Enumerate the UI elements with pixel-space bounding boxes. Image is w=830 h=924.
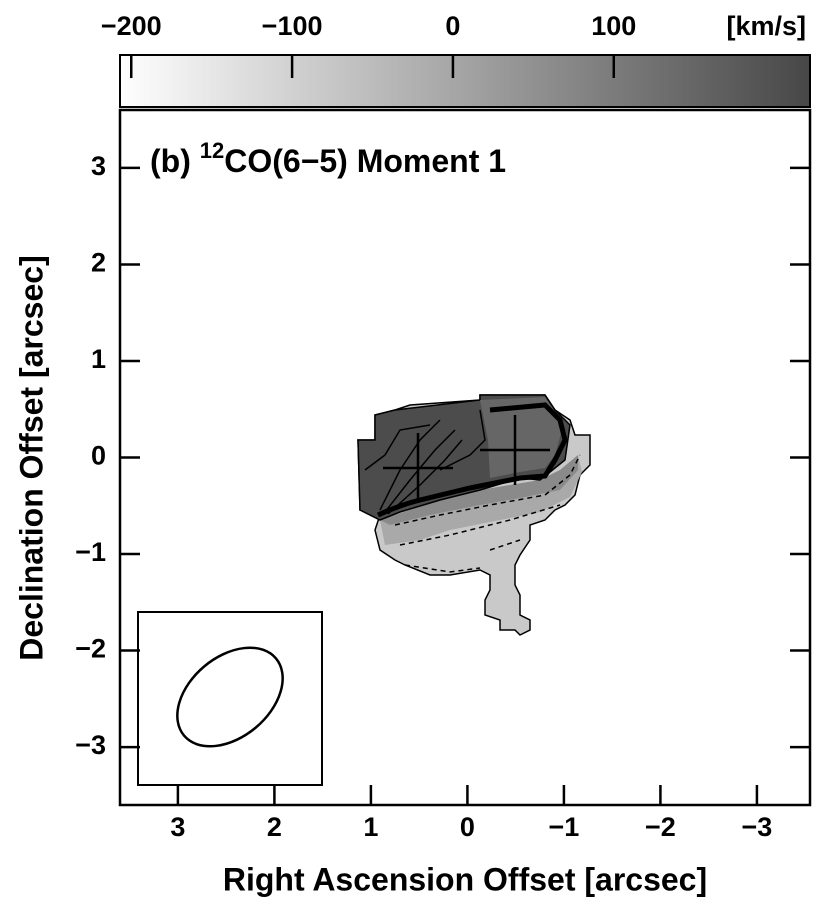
beam xyxy=(176,646,284,748)
colorbar-label: [km/s] xyxy=(726,11,806,41)
title-prefix: (b) xyxy=(150,143,191,179)
x-tick-label: 1 xyxy=(363,812,378,842)
y-tick-label: −3 xyxy=(75,730,106,760)
y-tick-label: 0 xyxy=(91,441,106,471)
title-main: CO(6−5) Moment 1 xyxy=(224,143,506,179)
x-tick-label: −3 xyxy=(742,812,773,842)
velocity-map xyxy=(357,394,591,636)
colorbar-tick-label: 0 xyxy=(445,11,460,41)
colorbar-tick-label: −100 xyxy=(262,11,323,41)
x-tick-label: 2 xyxy=(267,812,282,842)
x-tick-label: 3 xyxy=(170,812,185,842)
y-tick-label: 2 xyxy=(91,248,106,278)
y-tick-label: 3 xyxy=(91,151,106,181)
beam-box xyxy=(137,611,323,786)
colorbar-tick-label: 100 xyxy=(591,11,636,41)
y-tick-label: 1 xyxy=(91,344,106,374)
colorbar-tick-label: −200 xyxy=(101,11,162,41)
y-axis-label: Declination Offset [arcsec] xyxy=(13,255,49,660)
colorbar xyxy=(119,54,811,108)
x-tick-label: −1 xyxy=(549,812,580,842)
y-tick-label: −1 xyxy=(75,537,106,567)
title-superscript: 12 xyxy=(200,138,224,163)
x-tick-label: 0 xyxy=(460,812,475,842)
x-tick-label: −2 xyxy=(645,812,676,842)
chart-title: (b) 12CO(6−5) Moment 1 xyxy=(150,138,506,180)
y-tick-label: −2 xyxy=(75,634,106,664)
x-axis-label: Right Ascension Offset [arcsec] xyxy=(223,861,707,897)
